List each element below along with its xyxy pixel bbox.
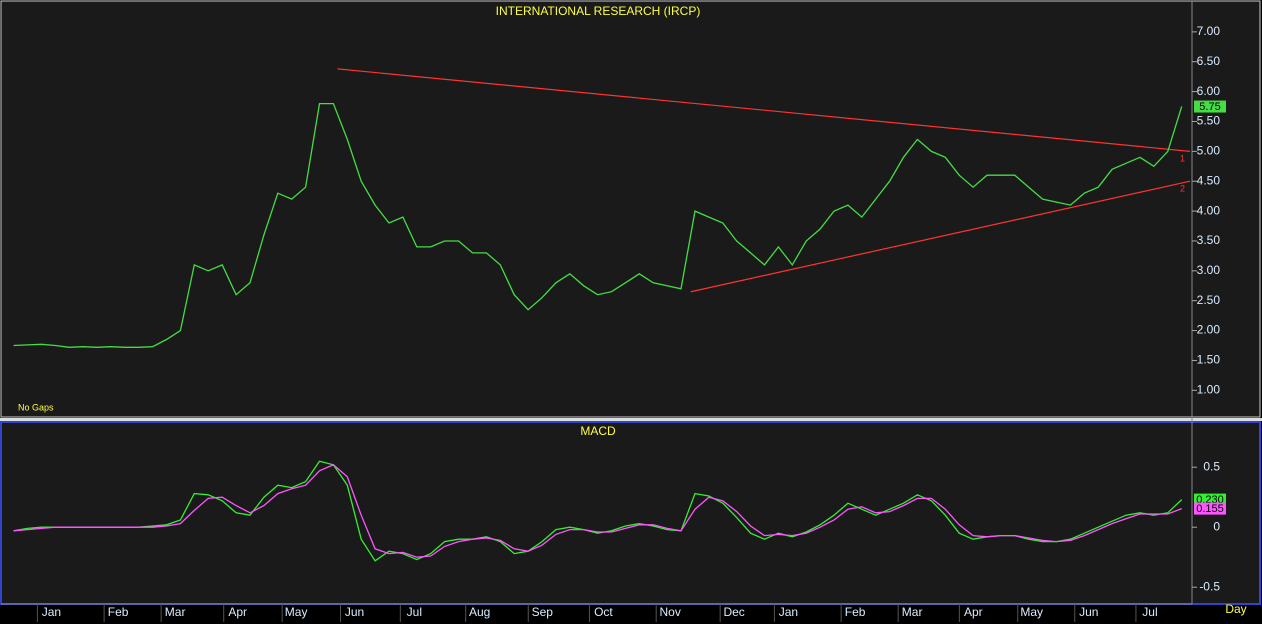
- x-tick-label: Dec: [723, 605, 744, 619]
- x-tick-label: Mar: [165, 605, 186, 619]
- last-value-label: 5.75: [1199, 101, 1220, 113]
- y-tick-label: 0.5: [1203, 459, 1220, 473]
- y-tick-label: 5.50: [1197, 114, 1221, 128]
- x-tick-label: Aug: [469, 605, 490, 619]
- trendline: [337, 68, 1191, 152]
- x-tick-label: Feb: [108, 605, 129, 619]
- trendline-label: 2: [1180, 184, 1185, 194]
- macd-panel: [0, 421, 1261, 605]
- y-tick-label: 5.00: [1197, 144, 1221, 158]
- last-value-label: 0.155: [1196, 503, 1224, 515]
- last-value-box: [1194, 502, 1226, 515]
- x-tick-label: Apr: [228, 605, 247, 619]
- price-panel: [0, 0, 1261, 418]
- x-tick-label: Jun: [345, 605, 364, 619]
- chart-title: INTERNATIONAL RESEARCH (IRCP): [496, 4, 701, 18]
- x-axis-label: Day: [1225, 602, 1246, 616]
- x-tick-label: Apr: [964, 605, 983, 619]
- y-tick-label: 4.00: [1197, 203, 1221, 217]
- y-tick-label: 4.50: [1197, 173, 1221, 187]
- y-tick-label: 1.50: [1197, 353, 1221, 367]
- y-tick-label: 2.00: [1197, 323, 1221, 337]
- last-value-box: [1194, 100, 1226, 113]
- x-tick-label: Feb: [845, 605, 866, 619]
- x-tick-label: Oct: [594, 605, 613, 619]
- x-tick-label: Jul: [407, 605, 422, 619]
- x-tick-label: Sep: [532, 605, 554, 619]
- x-tick-label: May: [1020, 605, 1043, 619]
- y-tick-label: 6.00: [1197, 84, 1221, 98]
- x-tick-label: Mar: [902, 605, 923, 619]
- x-tick-label: Jul: [1142, 605, 1157, 619]
- y-tick-label: 0: [1213, 519, 1220, 533]
- y-tick-label: 1.00: [1197, 382, 1221, 396]
- note: No Gaps: [18, 402, 54, 412]
- panel-title: MACD: [580, 424, 616, 438]
- y-tick-label: 3.50: [1197, 233, 1221, 247]
- y-tick-label: -0.5: [1199, 579, 1220, 593]
- trendline: [690, 180, 1191, 293]
- trendline-label: 1: [1180, 154, 1185, 164]
- panel-divider: [0, 418, 1262, 421]
- x-tick-label: Nov: [660, 605, 681, 619]
- y-tick-label: 3.00: [1197, 263, 1221, 277]
- y-tick-label: 2.50: [1197, 293, 1221, 307]
- y-tick-label: 7.00: [1197, 24, 1221, 38]
- y-tick-label: 6.50: [1197, 54, 1221, 68]
- x-tick-label: Jun: [1079, 605, 1098, 619]
- series-line: [13, 464, 1182, 558]
- x-tick-label: Jan: [42, 605, 61, 619]
- x-tick-label: May: [285, 605, 308, 619]
- series-line: [13, 102, 1183, 348]
- x-tick-label: Jan: [779, 605, 798, 619]
